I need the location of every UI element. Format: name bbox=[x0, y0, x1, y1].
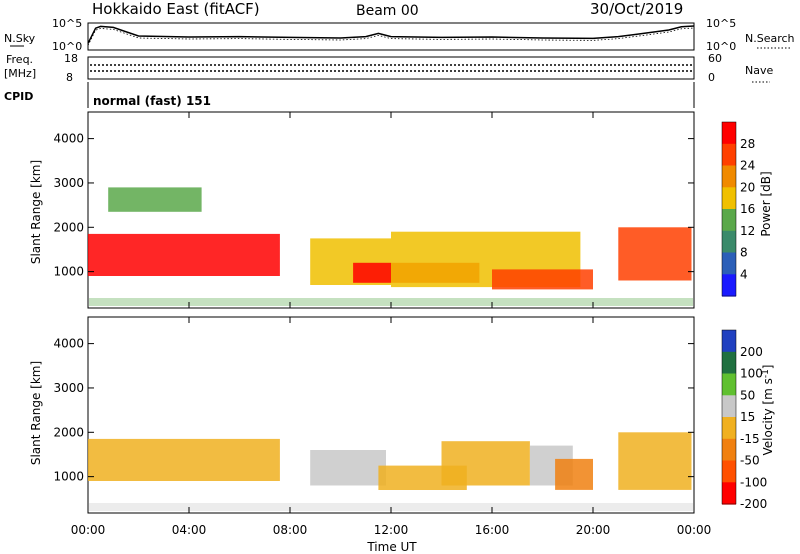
colorbar-segment bbox=[722, 230, 736, 254]
colorbar-frame bbox=[721, 121, 737, 297]
colorbar-segment bbox=[722, 209, 736, 232]
y-tick-label: 1000 bbox=[53, 265, 84, 279]
x-tick-label: 00:00 bbox=[677, 523, 712, 537]
nave-label: Nave bbox=[745, 64, 773, 77]
colorbar-tick-label: 15 bbox=[740, 410, 755, 424]
colorbar-segment bbox=[722, 252, 736, 275]
noise-search-series bbox=[87, 27, 695, 46]
freq-tick-top: 18 bbox=[64, 52, 78, 65]
heatmap-cell bbox=[88, 438, 280, 481]
colorbar-segment bbox=[722, 165, 736, 188]
colorbar-tick-label: 4 bbox=[740, 267, 748, 281]
colorbar-segment bbox=[722, 438, 736, 462]
y-tick-label: 1000 bbox=[53, 470, 84, 484]
colorbar-segment bbox=[722, 143, 736, 167]
x-axis-label: Time UT bbox=[366, 540, 417, 554]
power-colorbar-label: Power [dB] bbox=[759, 171, 773, 236]
colorbar-segment bbox=[722, 482, 736, 505]
colorbar-tick-label: 28 bbox=[740, 137, 755, 151]
noise-left-label: N.Sky bbox=[4, 32, 36, 45]
heatmap-cell bbox=[492, 269, 593, 290]
velocity-colorbar: 200 100 50 15 -15 -50 -100 -200 bbox=[721, 329, 767, 511]
heatmap-cell bbox=[88, 233, 280, 276]
colorbar-tick-label: -100 bbox=[740, 475, 767, 489]
colorbar-tick-label: -200 bbox=[740, 497, 767, 511]
power-colorbar: 4 8 12 16 20 24 28 bbox=[721, 121, 755, 297]
colorbar-tick-label: -15 bbox=[740, 432, 760, 446]
colorbar-segment bbox=[722, 395, 736, 418]
velocity-colorbar-label-sup: -1 bbox=[761, 369, 771, 378]
colorbar-segment bbox=[722, 417, 736, 440]
power-y-ticks: 1000 2000 3000 4000 bbox=[53, 132, 694, 279]
freq-label-1: Freq. bbox=[6, 53, 33, 66]
cpid-mode: normal (fast) 151 bbox=[93, 94, 211, 108]
colorbar-segment bbox=[722, 460, 736, 483]
x-tick-label: 20:00 bbox=[576, 523, 611, 537]
colorbar-segment bbox=[722, 187, 736, 210]
y-tick-label: 4000 bbox=[53, 132, 84, 146]
freq-label-2: [MHz] bbox=[4, 67, 36, 80]
velocity-colorbar-label-main: Velocity [m s bbox=[761, 378, 775, 455]
station-title: Hokkaido East (fitACF) bbox=[92, 0, 260, 18]
x-tick-label: 12:00 bbox=[374, 523, 409, 537]
colorbar-segment bbox=[722, 351, 736, 375]
colorbar-tick-label: 50 bbox=[740, 388, 755, 402]
beam-title: Beam 00 bbox=[356, 3, 419, 19]
noise-right-label: N.Search bbox=[745, 32, 795, 45]
colorbar-segment bbox=[722, 274, 736, 297]
colorbar-tick-label: 20 bbox=[740, 180, 755, 194]
y-tick-label: 4000 bbox=[53, 337, 84, 351]
colorbar-tick-label: -50 bbox=[740, 454, 760, 468]
y-tick-label: 3000 bbox=[53, 381, 84, 395]
noise-tick-bottom-right: 10^0 bbox=[706, 40, 736, 53]
heatmap-cell bbox=[618, 432, 692, 490]
freq-panel-frame bbox=[87, 56, 695, 80]
heatmap-cell bbox=[108, 187, 202, 212]
freq-tick-bottom: 8 bbox=[66, 71, 73, 84]
nave-tick-bottom: 0 bbox=[708, 71, 715, 84]
heatmap-cell bbox=[618, 227, 692, 281]
x-tick-label: 16:00 bbox=[475, 523, 510, 537]
date-title: 30/Oct/2019 bbox=[590, 0, 683, 18]
colorbar-frame bbox=[721, 329, 737, 505]
colorbar-tick-label: 200 bbox=[740, 345, 763, 359]
colorbar-tick-label: 24 bbox=[740, 159, 755, 173]
heatmap-cell bbox=[441, 441, 530, 486]
x-tick-label: 00:00 bbox=[71, 523, 106, 537]
y-tick-label: 2000 bbox=[53, 425, 84, 439]
colorbar-tick-label: 8 bbox=[740, 246, 748, 260]
velocity-y-ticks: 1000 2000 3000 4000 bbox=[53, 337, 694, 484]
colorbar-tick-label: 100 bbox=[740, 367, 763, 381]
cpid-label: CPID bbox=[4, 90, 33, 103]
heatmap-cell bbox=[310, 450, 386, 486]
noise-tick-top-left: 10^5 bbox=[52, 17, 82, 30]
heatmap-cell bbox=[555, 458, 593, 490]
velocity-colorbar-label: Velocity [m s-1] bbox=[761, 365, 775, 456]
colorbar-segment bbox=[722, 373, 736, 396]
colorbar-tick-label: 16 bbox=[740, 202, 755, 216]
colorbar-segment bbox=[722, 330, 736, 353]
velocity-ylabel: Slant Range [km] bbox=[29, 361, 43, 465]
x-axis-ticks: 00:00 04:00 08:00 12:00 16:00 20:00 00:00 bbox=[71, 112, 712, 537]
y-tick-label: 2000 bbox=[53, 220, 84, 234]
power-ylabel: Slant Range [km] bbox=[29, 160, 43, 264]
noise-tick-bottom-left: 10^0 bbox=[52, 40, 82, 53]
noise-sky-series bbox=[87, 25, 695, 44]
colorbar-tick-label: 12 bbox=[740, 224, 755, 238]
x-tick-label: 08:00 bbox=[273, 523, 308, 537]
colorbar-segment bbox=[722, 122, 736, 145]
velocity-colorbar-label-end: ] bbox=[761, 365, 775, 370]
y-tick-label: 3000 bbox=[53, 176, 84, 190]
noise-tick-top-right: 10^5 bbox=[706, 17, 736, 30]
x-tick-label: 04:00 bbox=[172, 523, 207, 537]
nave-tick-top: 60 bbox=[708, 52, 722, 65]
noise-panel-frame bbox=[87, 22, 695, 51]
